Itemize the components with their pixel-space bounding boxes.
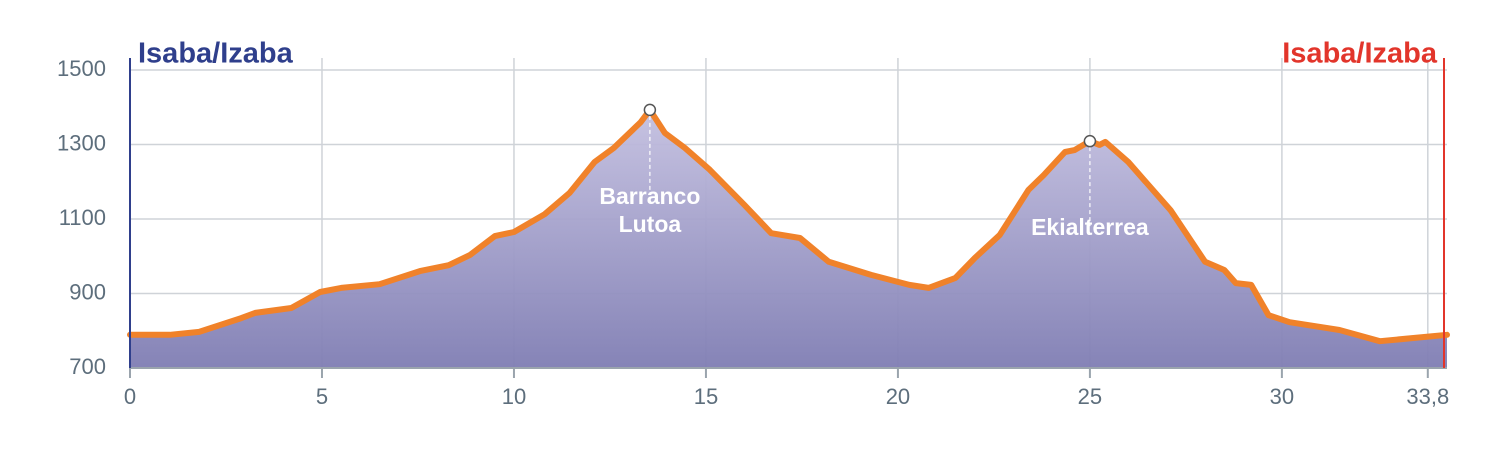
y-tick-label: 700 — [69, 354, 106, 379]
annotation-marker — [643, 103, 657, 117]
x-tick-label: 30 — [1270, 384, 1294, 409]
annotation-text: Ekialterrea — [1031, 214, 1149, 240]
x-tick-label: 33,8 — [1406, 384, 1449, 409]
end-label: Isaba/Izaba — [1282, 38, 1438, 70]
y-tick-label: 1100 — [59, 205, 106, 230]
y-tick-label: 1500 — [57, 56, 106, 81]
y-tick-label: 1300 — [57, 130, 106, 155]
annotation-text: Barranco — [599, 183, 700, 209]
x-tick-label: 20 — [886, 384, 910, 409]
x-tick-label: 10 — [502, 384, 526, 409]
x-tick-label: 5 — [316, 384, 328, 409]
line — [127, 106, 1450, 345]
x-tick-label: 15 — [694, 384, 718, 409]
x-tick-label: 25 — [1078, 384, 1102, 409]
x-tick-label: 0 — [124, 384, 136, 409]
annotation-text: Lutoa — [619, 211, 682, 237]
start-label: Isaba/Izaba — [138, 38, 294, 70]
annotation-marker — [1083, 134, 1097, 148]
y-tick-label: 900 — [69, 279, 106, 304]
